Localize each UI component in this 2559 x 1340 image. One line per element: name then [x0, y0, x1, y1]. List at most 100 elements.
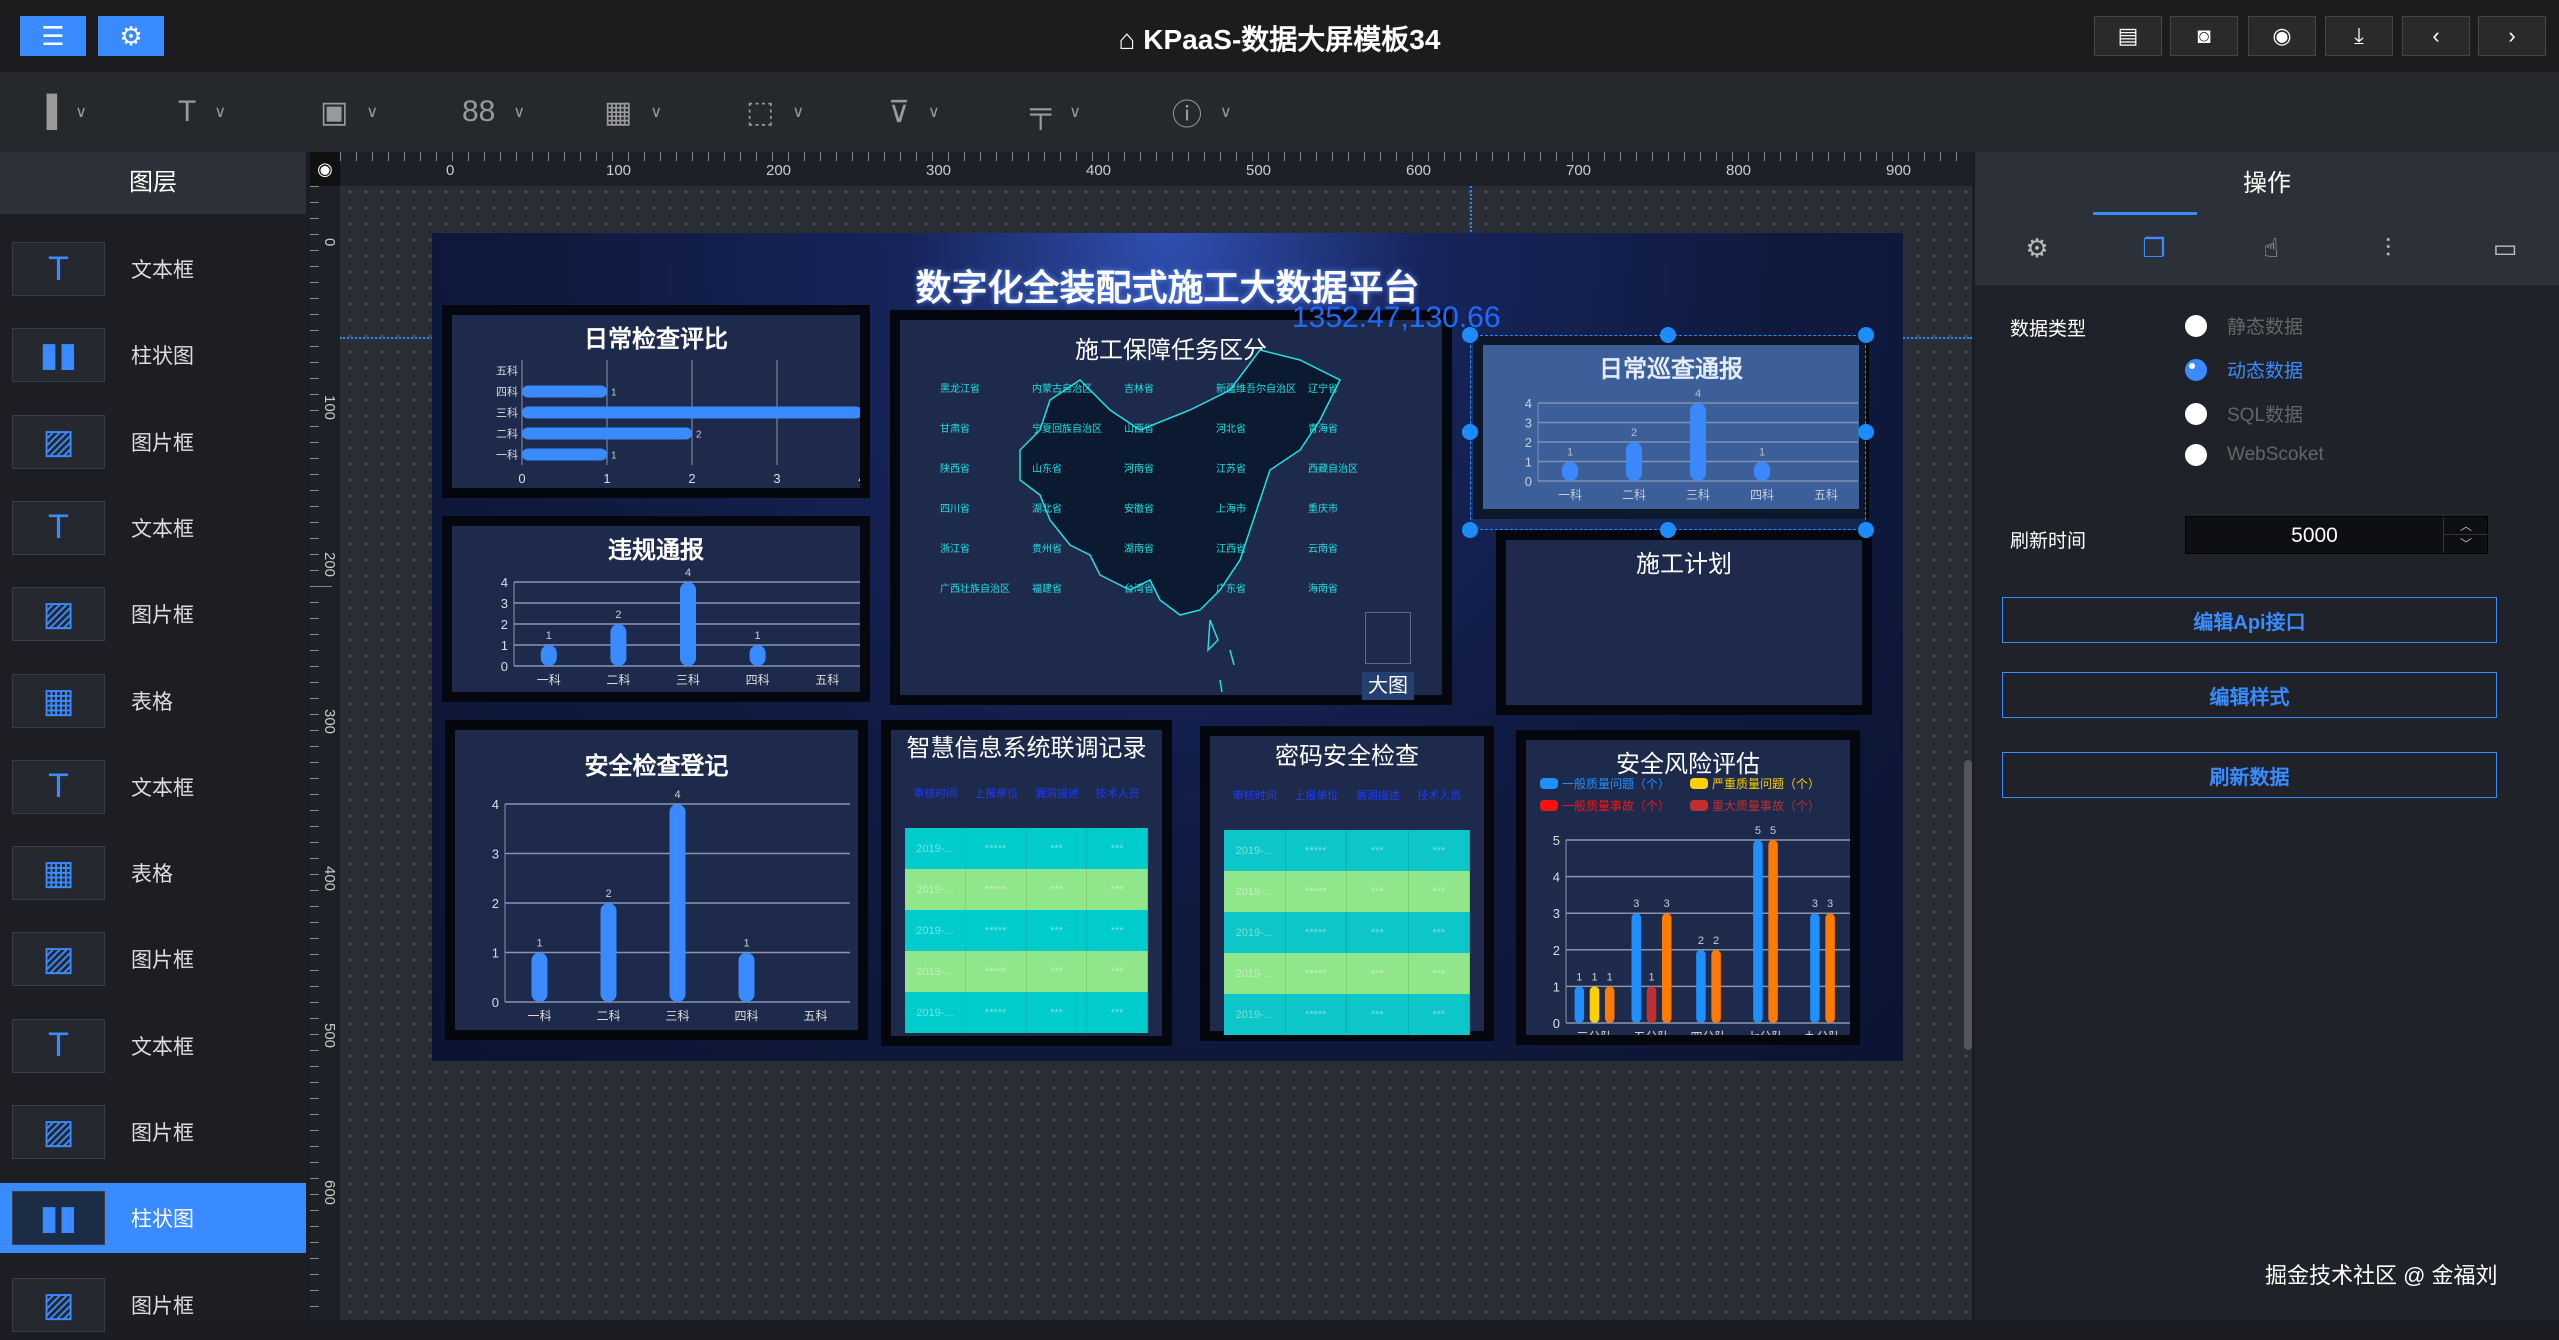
settings-button[interactable]: ⚙ — [98, 16, 164, 56]
layer-item[interactable]: ▮▮ 柱状图 — [0, 320, 306, 390]
map-region-label[interactable]: 浙江省 — [940, 542, 970, 555]
map-region-label[interactable]: 湖北省 — [1032, 502, 1062, 515]
legend-label[interactable]: 重大质量事故（个） — [1712, 798, 1820, 813]
layer-item[interactable]: ▨ 图片框 — [0, 407, 306, 477]
map-region-label[interactable]: 河北省 — [1216, 422, 1246, 435]
tab-pointer-hand-icon[interactable]: ☝ — [2263, 233, 2279, 263]
bar[interactable] — [1661, 913, 1672, 1023]
map-region-label[interactable]: 云南省 — [1308, 542, 1338, 555]
ruler-toggle-eye-icon[interactable]: ◉ — [310, 152, 340, 186]
map-region-label[interactable]: 台湾省 — [1124, 582, 1154, 595]
layer-item[interactable]: ▮▮ 柱状图 — [0, 1183, 306, 1254]
resize-handle[interactable] — [1858, 327, 1874, 343]
tool-image[interactable]: ▣ ∨ — [320, 94, 378, 130]
map-region-label[interactable]: 安徽省 — [1124, 502, 1154, 515]
tab-gear-icon[interactable]: ⚙ — [2025, 233, 2049, 263]
resize-handle[interactable] — [1462, 522, 1478, 538]
map-region-label[interactable]: 重庆市 — [1308, 502, 1338, 515]
panel-violation[interactable]: 违规通报 0 1 2 3 4 一科 二科 三科 四科 五科 1 2 4 1 — [442, 516, 870, 702]
bar[interactable] — [1626, 442, 1642, 481]
map-region-label[interactable]: 吉林省 — [1124, 382, 1154, 395]
tab-copy-icon[interactable]: ❐ — [2142, 233, 2166, 263]
tool-table[interactable]: ▦ ∨ — [604, 94, 662, 130]
radio-data-type[interactable]: 动态数据 — [2185, 356, 2303, 383]
big-map-button[interactable]: 大图 — [1362, 672, 1414, 700]
table-row[interactable]: 2019-... ***** *** *** — [905, 869, 1148, 910]
screenshot-button[interactable]: ◙ — [2170, 16, 2238, 56]
bar[interactable] — [1768, 840, 1778, 1023]
bar[interactable] — [531, 952, 548, 1003]
layer-item[interactable]: T 文本框 — [0, 1011, 306, 1081]
tool-bar-chart[interactable]: ▐ ∨ — [36, 94, 87, 130]
vertical-ruler[interactable]: 0 100 200 300 400 500 600 — [310, 186, 340, 1320]
bar[interactable] — [522, 448, 607, 461]
tool-border[interactable]: ⬚ ∨ — [746, 94, 804, 130]
bar[interactable] — [669, 804, 686, 1002]
map-region-label[interactable]: 广东省 — [1216, 582, 1246, 595]
bar[interactable] — [522, 385, 607, 398]
tool-paint-roller[interactable]: ╤ ∨ — [1030, 94, 1081, 130]
stepper-down-icon[interactable]: ﹀ — [2443, 535, 2488, 553]
preview-button[interactable]: ◉ — [2248, 16, 2316, 56]
tool-info[interactable]: ⓘ ∨ — [1172, 94, 1232, 132]
legend-label[interactable]: 严重质量问题（个） — [1712, 777, 1820, 791]
bar[interactable] — [522, 406, 860, 419]
bar[interactable] — [1754, 461, 1770, 482]
layer-item[interactable]: T 文本框 — [0, 493, 306, 563]
radio-data-type[interactable]: WebScoket — [2185, 444, 2324, 466]
table-row[interactable]: 2019-... ***** *** *** — [1224, 912, 1470, 953]
map-region-label[interactable]: 辽宁省 — [1308, 382, 1338, 395]
bar[interactable] — [1825, 913, 1835, 1023]
tool-text[interactable]: T ∨ — [178, 94, 226, 130]
resize-handle[interactable] — [1858, 522, 1874, 538]
stepper-up-icon[interactable]: ︿ — [2443, 517, 2488, 535]
map-region-label[interactable]: 江苏省 — [1216, 462, 1246, 475]
notes-button[interactable]: ▤ — [2094, 16, 2162, 56]
map-region-label[interactable]: 山东省 — [1032, 462, 1062, 475]
bar[interactable] — [1589, 986, 1600, 1023]
map-region-label[interactable]: 海南省 — [1308, 582, 1338, 595]
map-region-label[interactable]: 西藏自治区 — [1308, 462, 1358, 475]
map-region-label[interactable]: 贵州省 — [1032, 542, 1062, 555]
table-row[interactable]: 2019-... ***** *** *** — [905, 951, 1148, 992]
sliders-button[interactable]: ☰ — [20, 16, 86, 56]
layer-item[interactable]: ▦ 表格 — [0, 838, 306, 908]
map-region-label[interactable]: 宁夏回族自治区 — [1032, 422, 1102, 435]
map-region-label[interactable]: 内蒙古自治区 — [1032, 382, 1092, 395]
layer-item[interactable]: ▨ 图片框 — [0, 924, 306, 994]
layer-item[interactable]: T 文本框 — [0, 752, 306, 822]
panel-safety-register[interactable]: 安全检查登记 0 1 2 3 4 一科 二科 三科 四科 五科 1 2 4 1 — [445, 720, 868, 1040]
bar[interactable] — [522, 427, 692, 440]
bar[interactable] — [610, 624, 627, 666]
bar[interactable] — [1696, 949, 1706, 1023]
tab-folder-icon[interactable]: ▭ — [2492, 233, 2518, 263]
layer-item[interactable]: ▨ 图片框 — [0, 1270, 306, 1340]
panel-construction-plan[interactable]: 施工计划 — [1496, 530, 1872, 715]
horizontal-ruler[interactable]: 0 100 200 300 400 500 600 700 800 900 — [340, 152, 1972, 186]
tool-grid[interactable]: 88 ∨ — [462, 94, 525, 130]
resize-handle[interactable] — [1660, 327, 1676, 343]
map-region-label[interactable]: 山西省 — [1124, 422, 1154, 435]
map-region-label[interactable]: 广西壮族自治区 — [940, 582, 1010, 595]
layer-item[interactable]: ▨ 图片框 — [0, 579, 306, 649]
bar[interactable] — [540, 645, 557, 666]
panel-table-integration[interactable]: 智慧信息系统联调记录 审核时间 上报单位 漏洞描述 技术人员 2019-... *****… — [881, 720, 1172, 1046]
bar[interactable] — [1646, 986, 1657, 1023]
map-region-label[interactable]: 四川省 — [940, 502, 970, 515]
panel-daily-check[interactable]: 日常检查评比 01234一科1二科2三科4四科1五科 — [442, 305, 870, 498]
panel-map[interactable]: 施工保障任务区分 黑龙江省 内蒙古自治区 吉林省 新疆维吾尔自治区 辽宁省 甘肃省 宁夏回族… — [890, 310, 1452, 705]
undo-button[interactable]: ‹ — [2402, 16, 2470, 56]
bar[interactable] — [680, 582, 696, 666]
table-row[interactable]: 2019-... ***** *** *** — [905, 828, 1148, 869]
bar[interactable] — [1753, 840, 1763, 1023]
layer-item[interactable]: ▨ 图片框 — [0, 1097, 306, 1167]
map-region-label[interactable]: 黑龙江省 — [940, 382, 980, 395]
map-region-label[interactable]: 福建省 — [1032, 582, 1062, 595]
bar[interactable] — [1810, 913, 1820, 1023]
map-region-label[interactable]: 陕西省 — [940, 462, 970, 475]
panel-risk[interactable]: 安全风险评估 012345三分队五分队四分队七分队九分队111313225533… — [1516, 730, 1860, 1045]
canvas-scrollbar[interactable] — [1964, 760, 1972, 1050]
china-map-outline[interactable] — [1019, 349, 1342, 616]
bar[interactable] — [1690, 403, 1706, 481]
